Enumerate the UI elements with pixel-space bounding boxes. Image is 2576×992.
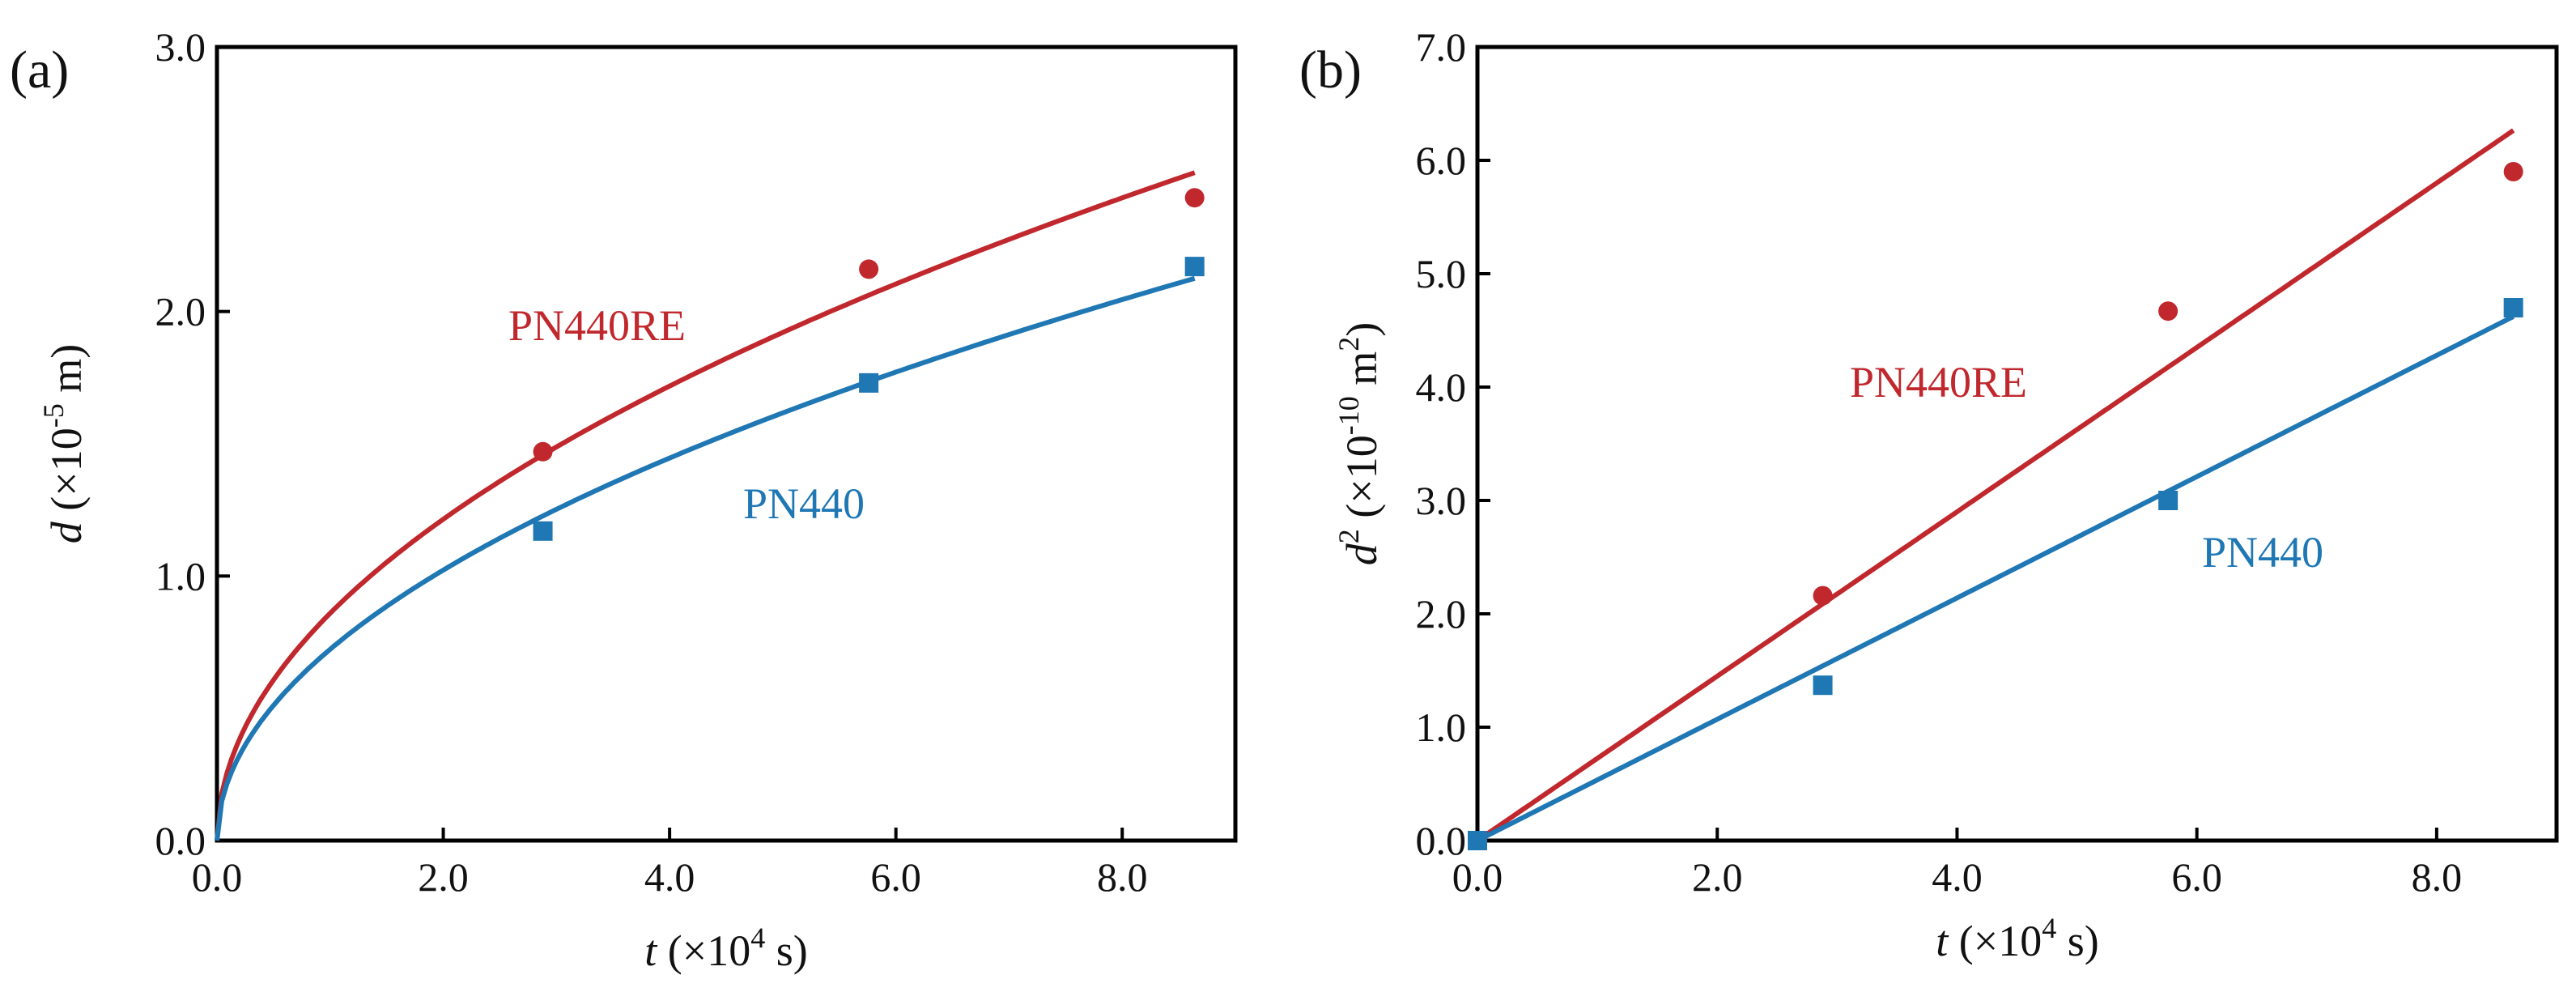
panel-b-y-axis-label: d2 (×10-10 m2): [1333, 322, 1386, 565]
y-tick-label: 3.0: [1416, 478, 1467, 523]
panel-b-series-label-pn440re: PN440RE: [1850, 358, 2027, 407]
fit-curve-pn440: [1476, 314, 2515, 843]
y-tick-label: 2.0: [155, 289, 206, 334]
fit-curve-pn440re: [1476, 128, 2515, 843]
data-point-pn440: [1468, 831, 1487, 850]
data-point-pn440re: [859, 259, 879, 279]
panel-b-series-label-pn440: PN440: [2202, 528, 2323, 577]
x-tick-label: 0.0: [192, 854, 243, 900]
panel-a-y-axis-label: d (×10-5 m): [37, 344, 91, 543]
data-point-pn440re: [1813, 585, 1833, 606]
y-tick-label: 3.0: [155, 24, 206, 70]
x-tick-label: 4.0: [1932, 854, 1983, 900]
panel-b: (b) 0.0 2.0 4.0 6.0 8.0 0.0 1.0 2.0 3.0 4.0 5.0 6.0…: [1299, 24, 2559, 965]
data-point-pn440re: [2503, 162, 2523, 181]
data-point-pn440: [859, 373, 879, 393]
x-tick-label: 8.0: [1097, 854, 1148, 900]
panel-a: (a) 0.0 2.0 4.0 6.0 8.00.01.02.03.0 PN440RE …: [10, 24, 1238, 975]
data-point-pn440: [1184, 257, 1205, 277]
panel-a-series-label-pn440: PN440: [743, 479, 865, 528]
x-tick-label: 6.0: [870, 854, 921, 900]
x-tick-label: 6.0: [2171, 854, 2222, 900]
panel-a-x-axis-label: t (×104 s): [644, 922, 807, 975]
x-tick-label: 2.0: [1692, 854, 1743, 900]
panel-a-label: (a): [10, 40, 69, 100]
panel-a-frame: [215, 45, 1238, 843]
y-tick-label: 1.0: [1416, 705, 1467, 750]
panel-b-fit-lines: [1476, 128, 2515, 843]
panel-a-fit-curves: [215, 170, 1196, 841]
y-tick-label: 1.0: [155, 553, 206, 598]
data-point-pn440: [2158, 491, 2179, 510]
panel-b-frame: [1475, 45, 2559, 843]
panel-b-label: (b): [1299, 40, 1362, 100]
y-tick-label: 4.0: [1416, 364, 1467, 410]
data-point-pn440: [1813, 675, 1833, 696]
panel-b-data-points: [1468, 162, 2523, 850]
panel-b-x-axis-label: t (×104 s): [1936, 912, 2098, 965]
panel-a-ticks: 0.0 2.0 4.0 6.0 8.0 0.0 1.0 2.0 3.0: [155, 24, 1148, 900]
data-point-pn440: [2503, 298, 2523, 317]
panel-a-data-points: [533, 188, 1205, 541]
x-tick-label: 4.0: [644, 854, 695, 900]
x-tick-label: 0.0: [1452, 854, 1503, 900]
y-tick-label: 0.0: [1416, 818, 1467, 863]
y-tick-label: 7.0: [1416, 24, 1467, 70]
y-tick-label: 6.0: [1416, 138, 1467, 183]
fit-curve-pn440: [215, 275, 1196, 841]
y-tick-label: 2.0: [1416, 591, 1467, 636]
panel-b-ticks: 0.0 2.0 4.0 6.0 8.0 0.0 1.0 2.0 3.0 4.0 5.0 6.0 7.0: [1416, 24, 2463, 900]
data-point-pn440: [533, 521, 553, 541]
y-tick-label: 5.0: [1416, 251, 1467, 296]
panel-a-series-label-pn440re: PN440RE: [508, 301, 686, 350]
data-point-pn440re: [2158, 301, 2179, 321]
x-tick-label: 2.0: [418, 854, 469, 900]
data-point-pn440re: [1184, 188, 1205, 208]
x-tick-label: 8.0: [2412, 854, 2463, 900]
fit-curve-pn440re: [215, 170, 1196, 841]
y-tick-label: 0.0: [155, 818, 206, 863]
data-point-pn440re: [533, 441, 553, 462]
